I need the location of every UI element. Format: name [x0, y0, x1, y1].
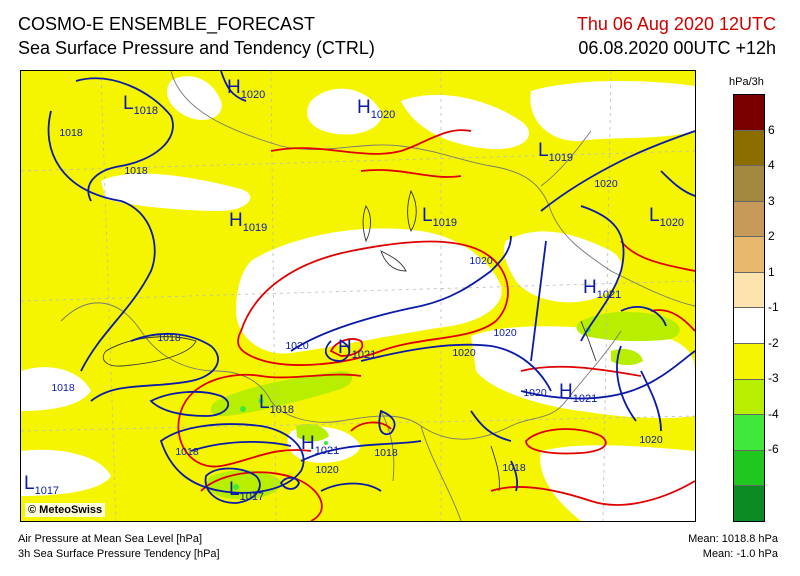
mean-pressure: Mean: 1018.8 hPa [688, 533, 778, 545]
isobar-label: 1018 [374, 447, 398, 459]
isobar-label: 1018 [175, 446, 199, 458]
pressure-center: L1020 [649, 205, 684, 229]
color-legend [733, 94, 765, 522]
pressure-center: H1020 [357, 97, 395, 121]
pressure-center: L1018 [123, 93, 158, 117]
legend-tick-label: 3 [768, 193, 775, 208]
legend-swatch [734, 95, 764, 131]
legend-tick-label: -6 [768, 442, 779, 456]
legend-tick-label: 1 [768, 264, 775, 279]
isobar-label: 1018 [502, 462, 526, 474]
legend-tick-label: -3 [768, 371, 779, 385]
legend-swatch [734, 344, 764, 380]
pressure-center: H1019 [229, 210, 267, 234]
isobar-label: 1018 [59, 127, 83, 139]
isobar-label: 1018 [51, 382, 75, 394]
pressure-center: H1021 [338, 337, 376, 361]
pressure-center: H1020 [227, 77, 265, 101]
isobar-label: 1018 [124, 165, 148, 177]
lat-lon-grid [21, 71, 695, 521]
legend-tick-label: -1 [768, 300, 779, 314]
isobar-labels: 1018 1018 1018 1018 1018 1018 1020 1020 … [51, 127, 663, 476]
isobar-label: 1020 [493, 327, 517, 339]
valid-time: Thu 06 Aug 2020 12UTC [576, 14, 776, 34]
isobars [47, 71, 695, 504]
legend-tick-label: -4 [768, 406, 779, 421]
isobar-label: 1020 [523, 387, 547, 399]
country-borders [60, 71, 695, 521]
legend-tick-label: 6 [768, 122, 775, 137]
legend-swatch [734, 379, 764, 416]
forecast-map: 1018 1018 1018 1018 1018 1018 1020 1020 … [20, 70, 696, 522]
footer-tendency-description: 3h Sea Surface Pressure Tendency [hPa] [18, 548, 220, 560]
tendency-field-white [21, 76, 695, 521]
legend-tick-label: 2 [768, 229, 775, 243]
legend-swatch [734, 272, 764, 309]
chart-title: COSMO-E ENSEMBLE_FORECAST [18, 14, 316, 34]
pressure-center: L1019 [538, 140, 573, 164]
map-canvas: 1018 1018 1018 1018 1018 1018 1020 1020 … [21, 71, 695, 521]
pressure-centers: H1020 L1018 H1020 L1019 H1019 L1019 L102… [24, 77, 684, 503]
run-info: 06.08.2020 00UTC +12h [578, 38, 776, 58]
isobar-label: 1020 [469, 255, 493, 267]
legend-swatch [734, 237, 764, 273]
footer-pressure-description: Air Pressure at Mean Sea Level [hPa] [18, 533, 203, 545]
pressure-center: H1021 [559, 381, 597, 405]
lakes [102, 189, 597, 492]
legend-swatch [734, 450, 764, 487]
isobar-label: 1020 [594, 178, 618, 190]
isobar-label: 1020 [452, 347, 476, 359]
isobar-label: 1020 [315, 464, 339, 476]
legend-swatch [734, 486, 764, 521]
pressure-center: L1019 [422, 205, 457, 229]
legend-swatch [734, 130, 764, 167]
legend-swatch [734, 308, 764, 345]
mean-tendency: Mean: -1.0 hPa [702, 548, 778, 560]
legend-tick-label: 4 [768, 158, 775, 172]
pressure-center: H1021 [301, 433, 339, 457]
pressure-center: L1018 [259, 392, 294, 416]
chart-subtitle: Sea Surface Pressure and Tendency (CTRL) [18, 38, 375, 58]
legend-swatch [734, 201, 764, 238]
pressure-center: L1017 [24, 473, 59, 497]
legend-swatch [734, 166, 764, 202]
legend-tick-label: -2 [768, 335, 779, 350]
isobar-label: 1020 [285, 340, 309, 352]
legend-swatch [734, 415, 764, 451]
legend-unit: hPa/3h [729, 76, 764, 88]
isobar-label: 1020 [639, 434, 663, 446]
pressure-center: L1017 [229, 479, 264, 503]
pressure-center: H1021 [583, 277, 621, 301]
isobar-label: 1018 [157, 332, 181, 344]
copyright-notice: © MeteoSwiss [25, 503, 106, 517]
